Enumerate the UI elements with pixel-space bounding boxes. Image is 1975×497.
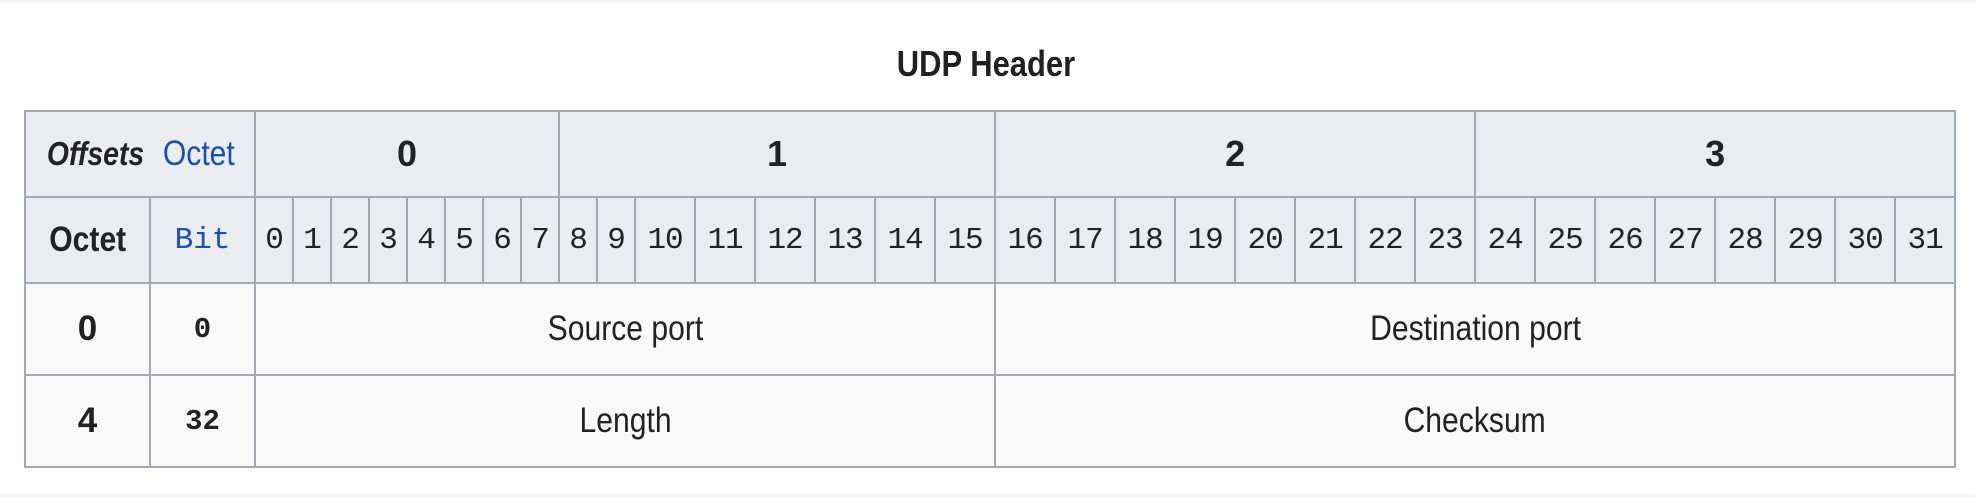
- bit-column-header: 16: [994, 196, 1057, 284]
- octet-column-header: 3: [1474, 110, 1957, 198]
- offsets-label: Offsets: [47, 135, 145, 172]
- bit-column-header: 18: [1114, 196, 1177, 284]
- bit-column-header: 27: [1654, 196, 1717, 284]
- field-label: Length: [579, 401, 672, 440]
- bit-column-header: 25: [1534, 196, 1597, 284]
- octet-column-header: 2: [994, 110, 1477, 198]
- bit-column-header: 0: [254, 196, 295, 284]
- octet-label: Octet: [49, 220, 126, 259]
- bit-column-header: 3: [368, 196, 409, 284]
- row-bit-offset: 32: [148, 374, 257, 468]
- bit-column-header: 13: [814, 196, 877, 284]
- row-octet-offset: 0: [24, 282, 151, 376]
- destination-port-field: Destination port: [994, 282, 1957, 376]
- source-port-field: Source port: [254, 282, 997, 376]
- bottom-edge-shadow: [0, 491, 1975, 497]
- bit-column-header: 4: [406, 196, 447, 284]
- bit-label-cell: Bit: [148, 196, 257, 284]
- udp-header-table: Offsets Octet 0 1 2 3 Octet Bit 0 1 2 3 …: [23, 110, 1957, 468]
- diagram-title: UDP Header: [896, 43, 1076, 84]
- bit-column-header: 29: [1774, 196, 1837, 284]
- bit-column-header: 11: [694, 196, 757, 284]
- bit-column-header: 26: [1594, 196, 1657, 284]
- bit-column-header: 17: [1054, 196, 1117, 284]
- header-word-row: 4 32 Length Checksum: [24, 374, 1957, 468]
- bit-column-header: 28: [1714, 196, 1777, 284]
- octet-row-header-label: Octet: [24, 196, 151, 284]
- bit-column-header: 14: [874, 196, 937, 284]
- header-word-row: 0 0 Source port Destination port: [24, 282, 1957, 376]
- bit-column-header: 2: [330, 196, 371, 284]
- bit-column-header: 7: [520, 196, 561, 284]
- bit-column-header: 12: [754, 196, 817, 284]
- bit-column-header: 21: [1294, 196, 1357, 284]
- bit-column-header: 19: [1174, 196, 1237, 284]
- bit-column-header: 20: [1234, 196, 1297, 284]
- checksum-field: Checksum: [994, 374, 1957, 468]
- octet-column-header: 0: [254, 110, 561, 198]
- octet-link[interactable]: Octet: [162, 134, 235, 173]
- bit-column-header: 1: [292, 196, 333, 284]
- field-label: Source port: [547, 309, 703, 348]
- bit-column-header: 23: [1414, 196, 1477, 284]
- bit-column-header: 6: [482, 196, 523, 284]
- top-edge-shadow: [0, 0, 1975, 6]
- octet-column-header: 1: [558, 110, 997, 198]
- bit-header-row: Octet Bit 0 1 2 3 4 5 6 7 8 9 10 11 12 1…: [24, 196, 1957, 284]
- bit-column-header: 31: [1894, 196, 1957, 284]
- octet-header-row: Offsets Octet 0 1 2 3: [23, 110, 1957, 198]
- bit-column-header: 8: [558, 196, 599, 284]
- bit-column-header: 30: [1834, 196, 1897, 284]
- row-octet-offset: 4: [24, 374, 151, 468]
- bit-column-header: 9: [596, 196, 637, 284]
- bit-column-header: 5: [444, 196, 485, 284]
- field-label: Checksum: [1404, 401, 1547, 440]
- bit-link[interactable]: Bit: [174, 222, 231, 258]
- bit-column-header: 24: [1474, 196, 1537, 284]
- offsets-corner-cell: Offsets Octet: [23, 110, 257, 198]
- length-field: Length: [254, 374, 997, 468]
- field-label: Destination port: [1369, 309, 1581, 348]
- row-bit-offset: 0: [148, 282, 257, 376]
- bit-column-header: 15: [934, 196, 997, 284]
- bit-column-header: 10: [634, 196, 697, 284]
- bit-column-header: 22: [1354, 196, 1417, 284]
